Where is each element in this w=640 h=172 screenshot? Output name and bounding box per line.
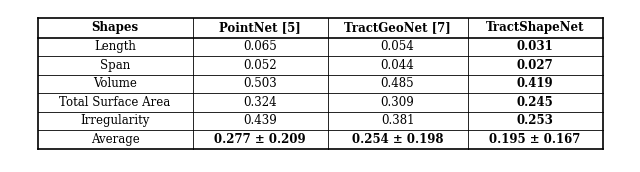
Text: 0.254 ± 0.198: 0.254 ± 0.198 bbox=[352, 133, 444, 146]
Text: 0.245: 0.245 bbox=[516, 96, 554, 109]
Text: 0.503: 0.503 bbox=[243, 77, 277, 90]
Text: 0.277 ± 0.209: 0.277 ± 0.209 bbox=[214, 133, 306, 146]
Text: 0.054: 0.054 bbox=[381, 40, 414, 53]
Text: TractShapeNet: TractShapeNet bbox=[486, 21, 584, 34]
Text: 0.324: 0.324 bbox=[243, 96, 277, 109]
Text: 0.485: 0.485 bbox=[381, 77, 414, 90]
Text: 0.031: 0.031 bbox=[516, 40, 554, 53]
Text: 0.309: 0.309 bbox=[381, 96, 414, 109]
Text: 0.052: 0.052 bbox=[243, 59, 277, 72]
Text: 0.065: 0.065 bbox=[243, 40, 277, 53]
Text: Irregularity: Irregularity bbox=[80, 114, 150, 127]
Text: 0.195 ± 0.167: 0.195 ± 0.167 bbox=[490, 133, 580, 146]
Text: 0.253: 0.253 bbox=[516, 114, 554, 127]
Text: 0.027: 0.027 bbox=[516, 59, 554, 72]
Text: Shapes: Shapes bbox=[92, 21, 139, 34]
Text: Total Surface Area: Total Surface Area bbox=[60, 96, 171, 109]
Text: Length: Length bbox=[94, 40, 136, 53]
Text: 0.044: 0.044 bbox=[381, 59, 414, 72]
Text: Volume: Volume bbox=[93, 77, 137, 90]
Text: 0.381: 0.381 bbox=[381, 114, 414, 127]
Text: TractGeoNet [7]: TractGeoNet [7] bbox=[344, 21, 451, 34]
Text: 0.419: 0.419 bbox=[516, 77, 554, 90]
Text: Span: Span bbox=[100, 59, 130, 72]
Text: PointNet [5]: PointNet [5] bbox=[219, 21, 301, 34]
Text: 0.439: 0.439 bbox=[243, 114, 277, 127]
Text: Average: Average bbox=[91, 133, 140, 146]
